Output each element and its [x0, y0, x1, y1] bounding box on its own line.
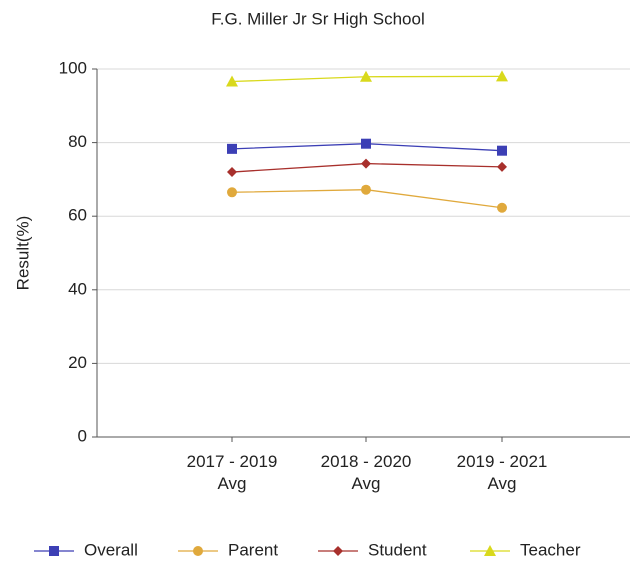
data-point — [361, 138, 371, 149]
data-point — [361, 184, 371, 195]
chart-title: F.G. Miller Jr Sr High School — [211, 9, 425, 28]
y-tick-label: 20 — [68, 353, 87, 372]
data-point — [497, 161, 507, 172]
y-tick-label: 100 — [59, 58, 87, 77]
x-tick-label: 2018 - 2020 Avg — [321, 452, 412, 493]
data-point — [227, 143, 237, 154]
legend-marker — [49, 546, 59, 556]
data-point — [497, 202, 507, 213]
data-point — [361, 158, 371, 169]
data-point — [497, 145, 507, 156]
legend-label: Overall — [84, 540, 138, 559]
legend-label: Parent — [228, 540, 278, 559]
legend-marker — [193, 546, 203, 556]
data-point — [360, 70, 372, 82]
data-point — [226, 75, 238, 87]
data-point — [227, 167, 237, 178]
data-point — [496, 70, 508, 82]
data-point — [227, 187, 237, 198]
legend-label: Teacher — [520, 540, 581, 559]
legend-marker — [484, 545, 496, 556]
x-tick-label: 2017 - 2019 Avg — [187, 452, 278, 493]
x-tick-label: 2019 - 2021 Avg — [457, 452, 548, 493]
y-tick-label: 0 — [78, 426, 87, 445]
y-tick-label: 40 — [68, 279, 87, 298]
legend-marker — [333, 546, 343, 556]
y-tick-label: 60 — [68, 206, 87, 225]
legend-label: Student — [368, 540, 427, 559]
y-axis-label: Result(%) — [13, 216, 32, 291]
y-tick-label: 80 — [68, 132, 87, 151]
